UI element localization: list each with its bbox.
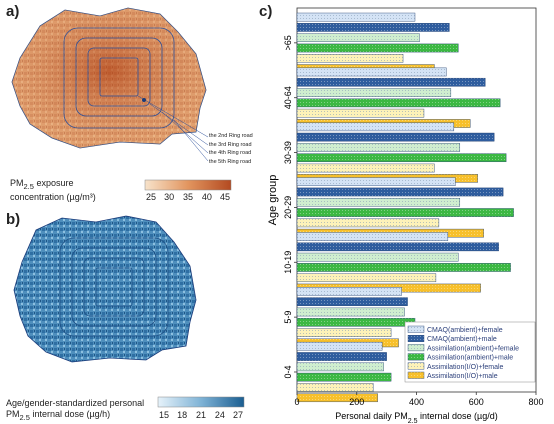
x-tick-label: 400 bbox=[409, 397, 424, 407]
bar-40-64-1 bbox=[296, 77, 486, 87]
x-axis-label: Personal daily PM2.5 internal dose (µg/d… bbox=[335, 411, 498, 424]
bar-30-39-4 bbox=[296, 163, 435, 173]
bar-0-4-5 bbox=[296, 393, 378, 403]
legend-title-b-line1: Age/gender-standardized personal bbox=[6, 398, 145, 408]
legend-entry: CMAQ(ambient)+male bbox=[427, 336, 497, 343]
bar-40-64-3 bbox=[296, 98, 501, 108]
bar-30-39-3 bbox=[296, 153, 507, 163]
bar-5-9-3 bbox=[296, 317, 416, 327]
legend-title-a: PM2.5 exposure concentration (µg/m³) bbox=[10, 178, 96, 203]
legend-title-a-line2: concentration (µg/m³) bbox=[10, 191, 96, 202]
bar->65-2 bbox=[296, 33, 420, 42]
legend-swatch bbox=[407, 371, 425, 379]
bar-20-29-4 bbox=[296, 218, 440, 228]
x-tick-label: 800 bbox=[528, 397, 543, 407]
bar-10-19-0 bbox=[296, 232, 449, 241]
bar-20-29-2 bbox=[296, 197, 461, 207]
legend-entry: Assimilation(I/O)+male bbox=[427, 373, 498, 380]
colorbar-b bbox=[157, 396, 245, 408]
ring-label-3: the 3rd Ring road bbox=[209, 141, 252, 148]
city-outline-b bbox=[13, 215, 197, 363]
bar-5-9-1 bbox=[296, 297, 408, 306]
legend-swatch bbox=[407, 344, 425, 352]
colorbar-a-tick: 35 bbox=[182, 192, 194, 202]
colorbar-a-tick: 25 bbox=[146, 192, 157, 202]
ring-label-2: the 2nd Ring road bbox=[209, 133, 253, 139]
bar->65-0 bbox=[296, 12, 416, 22]
y-tick-label: 20-29 bbox=[283, 196, 293, 219]
bar-20-29-1 bbox=[296, 187, 504, 197]
colorbar-b-tick: 15 bbox=[159, 410, 170, 420]
panel-label-a: a) bbox=[6, 3, 20, 20]
bar-30-39-1 bbox=[296, 132, 495, 142]
bar->65-4 bbox=[296, 54, 404, 63]
x-tick-label: 600 bbox=[469, 397, 484, 407]
y-axis-label: Age group bbox=[267, 175, 279, 226]
y-tick-label: >65 bbox=[283, 35, 293, 50]
ring-label-4: the 4th Ring road bbox=[209, 150, 252, 157]
bar-40-64-0 bbox=[296, 67, 447, 77]
legend-entry: Assimilation(ambient)+male bbox=[427, 355, 513, 362]
bar-0-4-4 bbox=[296, 383, 374, 392]
legend-box bbox=[404, 321, 536, 383]
panel-label-c: c) bbox=[259, 3, 273, 20]
colorbar-a-tick: 45 bbox=[219, 192, 230, 202]
colorbar-b-tick: 27 bbox=[232, 410, 243, 420]
bar-10-19-2 bbox=[296, 252, 459, 262]
colorbar-a bbox=[144, 179, 232, 191]
bar-0-4-2 bbox=[296, 362, 384, 372]
y-tick-label: 5-9 bbox=[283, 311, 293, 324]
bar-5-9-0 bbox=[296, 287, 402, 296]
y-tick-label: 40-64 bbox=[283, 86, 293, 109]
bar-0-4-1 bbox=[296, 352, 387, 361]
bar-0-4-0 bbox=[296, 341, 383, 351]
ring-label-5: the 5th Ring road bbox=[209, 158, 252, 165]
y-tick-label: 30-39 bbox=[283, 141, 293, 164]
legend-entry: CMAQ(ambient)+female bbox=[427, 327, 503, 334]
ring-road-labels: the 2nd Ring road the 3rd Ring road the … bbox=[209, 132, 253, 166]
bar-20-29-3 bbox=[296, 208, 514, 217]
x-tick-label: 200 bbox=[349, 397, 364, 407]
legend-swatch bbox=[407, 325, 425, 333]
legend-entry: Assimilation(ambient)+female bbox=[427, 345, 519, 352]
bar-30-39-0 bbox=[296, 122, 455, 132]
legend-swatch bbox=[407, 335, 425, 342]
bar-5-9-4 bbox=[296, 328, 392, 337]
y-tick-label: 0-4 bbox=[283, 365, 293, 378]
bar-10-19-4 bbox=[296, 273, 437, 283]
bar-10-19-3 bbox=[296, 263, 511, 272]
legend-title-b-line2: PM2.5 internal dose (µg/h) bbox=[6, 409, 111, 422]
colorbar-b-tick: 21 bbox=[195, 410, 207, 420]
bar-5-9-2 bbox=[296, 307, 405, 317]
colorbar-a-tick: 40 bbox=[201, 192, 212, 202]
colorbar-b-tick: 24 bbox=[214, 410, 225, 420]
legend-title-b: Age/gender-standardized personal PM2.5 i… bbox=[6, 398, 144, 423]
bar->65-1 bbox=[296, 23, 450, 32]
panel-label-b: b) bbox=[6, 211, 21, 228]
bar-10-19-1 bbox=[296, 242, 499, 252]
legend-swatch bbox=[407, 362, 425, 370]
bar-30-39-2 bbox=[296, 143, 461, 152]
colorbar-a-tick: 30 bbox=[164, 192, 175, 202]
bar-20-29-0 bbox=[296, 177, 456, 186]
legend-swatch bbox=[407, 353, 425, 361]
bar-40-64-4 bbox=[296, 108, 425, 118]
bar->65-3 bbox=[296, 43, 459, 53]
legend-title-a-line1: PM2.5 exposure bbox=[10, 178, 74, 191]
legend-entry: Assimilation(I/O)+female bbox=[427, 364, 504, 371]
x-tick-label: 0 bbox=[294, 397, 299, 407]
y-tick-label: 10-19 bbox=[283, 251, 293, 274]
bar-40-64-2 bbox=[296, 88, 452, 97]
bar-0-4-3 bbox=[296, 372, 392, 382]
colorbar-b-tick: 18 bbox=[177, 410, 188, 420]
